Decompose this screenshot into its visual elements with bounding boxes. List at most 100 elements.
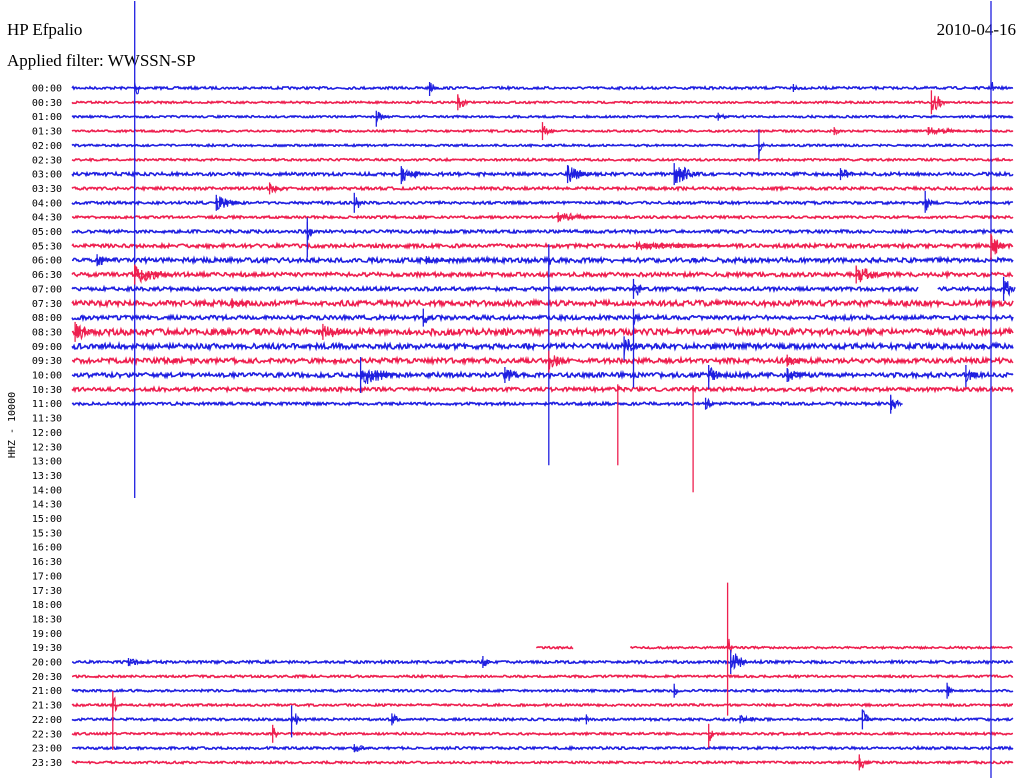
trace-line-0700 xyxy=(937,285,1014,294)
event-coda xyxy=(617,385,621,390)
seismic-event xyxy=(231,298,251,309)
seismic-event xyxy=(861,709,872,730)
seismic-event xyxy=(112,691,119,750)
row-tick-label: 21:30 xyxy=(32,701,62,712)
seismic-event xyxy=(306,217,314,258)
event-coda xyxy=(353,197,364,208)
trace-line-0830 xyxy=(71,325,1014,339)
trace-line-1930 xyxy=(629,645,1013,651)
row-tick-label: 00:30 xyxy=(32,98,62,109)
event-coda xyxy=(692,387,697,392)
event-coda xyxy=(585,716,593,723)
row-tick-label: 05:00 xyxy=(32,227,62,238)
event-coda xyxy=(924,197,935,211)
event-coda xyxy=(623,338,643,356)
row-tick-label: 10:30 xyxy=(32,385,62,396)
event-coda xyxy=(890,396,903,410)
event-coda xyxy=(833,128,844,136)
row-tick-label: 22:30 xyxy=(32,729,62,740)
seismic-event xyxy=(268,182,288,195)
seismic-event xyxy=(134,264,172,285)
row-tick-label: 08:30 xyxy=(32,327,62,338)
event-coda xyxy=(965,368,979,384)
seismic-event xyxy=(833,127,844,136)
row-tick-label: 14:30 xyxy=(32,500,62,511)
seismic-event xyxy=(566,165,593,184)
row-tick-label: 01:00 xyxy=(32,112,62,123)
trace-line-2130 xyxy=(71,702,1013,708)
trace-line-0700 xyxy=(71,284,919,294)
seismic-event xyxy=(726,582,734,716)
seismic-event xyxy=(96,254,116,267)
trace-line-2230 xyxy=(71,730,1014,737)
row-tick-label: 23:00 xyxy=(32,744,62,755)
seismic-event xyxy=(990,233,1007,260)
trace-line-0900 xyxy=(71,340,1014,352)
row-tick-label: 03:30 xyxy=(32,184,62,195)
trace-line-2330 xyxy=(71,759,1014,766)
row-tick-label: 21:00 xyxy=(32,686,62,697)
event-coda xyxy=(291,713,301,725)
record-date: 2010-04-16 xyxy=(936,20,1016,39)
row-tick-label: 10:00 xyxy=(32,371,62,382)
event-coda xyxy=(861,709,872,722)
seismic-event xyxy=(708,723,715,748)
seismic-event xyxy=(215,194,242,211)
row-tick-label: 04:30 xyxy=(32,213,62,224)
row-tick-label: 16:00 xyxy=(32,543,62,554)
event-coda xyxy=(990,82,995,91)
event-coda xyxy=(353,745,373,753)
trace-line-1030 xyxy=(71,385,1014,394)
seismic-event xyxy=(557,212,602,223)
row-tick-label: 06:00 xyxy=(32,256,62,267)
event-coda xyxy=(272,727,279,738)
row-tick-label: 12:30 xyxy=(32,442,62,453)
event-coda xyxy=(360,368,398,385)
row-tick-label: 11:00 xyxy=(32,399,62,410)
trace-line-0500 xyxy=(71,227,1014,236)
trace-line-0000 xyxy=(71,84,1014,92)
trace-line-0100 xyxy=(71,114,1014,120)
event-coda xyxy=(231,300,251,308)
channel-label: HHZ - 10000 xyxy=(7,392,18,458)
event-coda xyxy=(673,686,681,696)
seismic-event xyxy=(632,308,637,388)
row-tick-label: 19:00 xyxy=(32,629,62,640)
trace-line-0430 xyxy=(71,214,1014,221)
seismic-event xyxy=(924,190,935,213)
event-coda xyxy=(567,165,593,182)
trace-line-2300 xyxy=(71,744,1014,752)
seismic-event xyxy=(541,122,555,141)
event-coda xyxy=(855,266,888,283)
seismic-event xyxy=(353,192,364,213)
event-coda xyxy=(717,113,731,121)
row-tick-label: 20:30 xyxy=(32,672,62,683)
seismic-event xyxy=(990,1,995,778)
seismic-event xyxy=(457,94,470,111)
event-coda xyxy=(429,82,439,93)
trace-line-1100 xyxy=(71,400,896,408)
seismic-event xyxy=(74,321,94,342)
row-tick-label: 08:00 xyxy=(32,313,62,324)
event-coda xyxy=(673,166,700,184)
row-tick-label: 16:30 xyxy=(32,557,62,568)
event-group xyxy=(74,1,1016,778)
trace-line-0530 xyxy=(71,241,1014,251)
row-tick-label: 19:30 xyxy=(32,643,62,654)
row-tick-label: 22:00 xyxy=(32,715,62,726)
row-tick-label: 14:00 xyxy=(32,485,62,496)
seismic-event xyxy=(758,129,766,160)
trace-line-0230 xyxy=(71,156,1014,163)
trace-line-2000 xyxy=(71,658,1014,666)
row-tick-label: 05:30 xyxy=(32,241,62,252)
event-coda xyxy=(705,397,718,409)
event-coda xyxy=(758,141,766,156)
event-coda xyxy=(134,264,172,284)
row-tick-label: 12:00 xyxy=(32,428,62,439)
row-tick-label: 07:30 xyxy=(32,299,62,310)
event-coda xyxy=(127,658,147,667)
seismic-event xyxy=(730,650,750,674)
seismic-event xyxy=(673,163,700,186)
event-coda xyxy=(541,125,555,136)
event-coda xyxy=(215,196,242,211)
